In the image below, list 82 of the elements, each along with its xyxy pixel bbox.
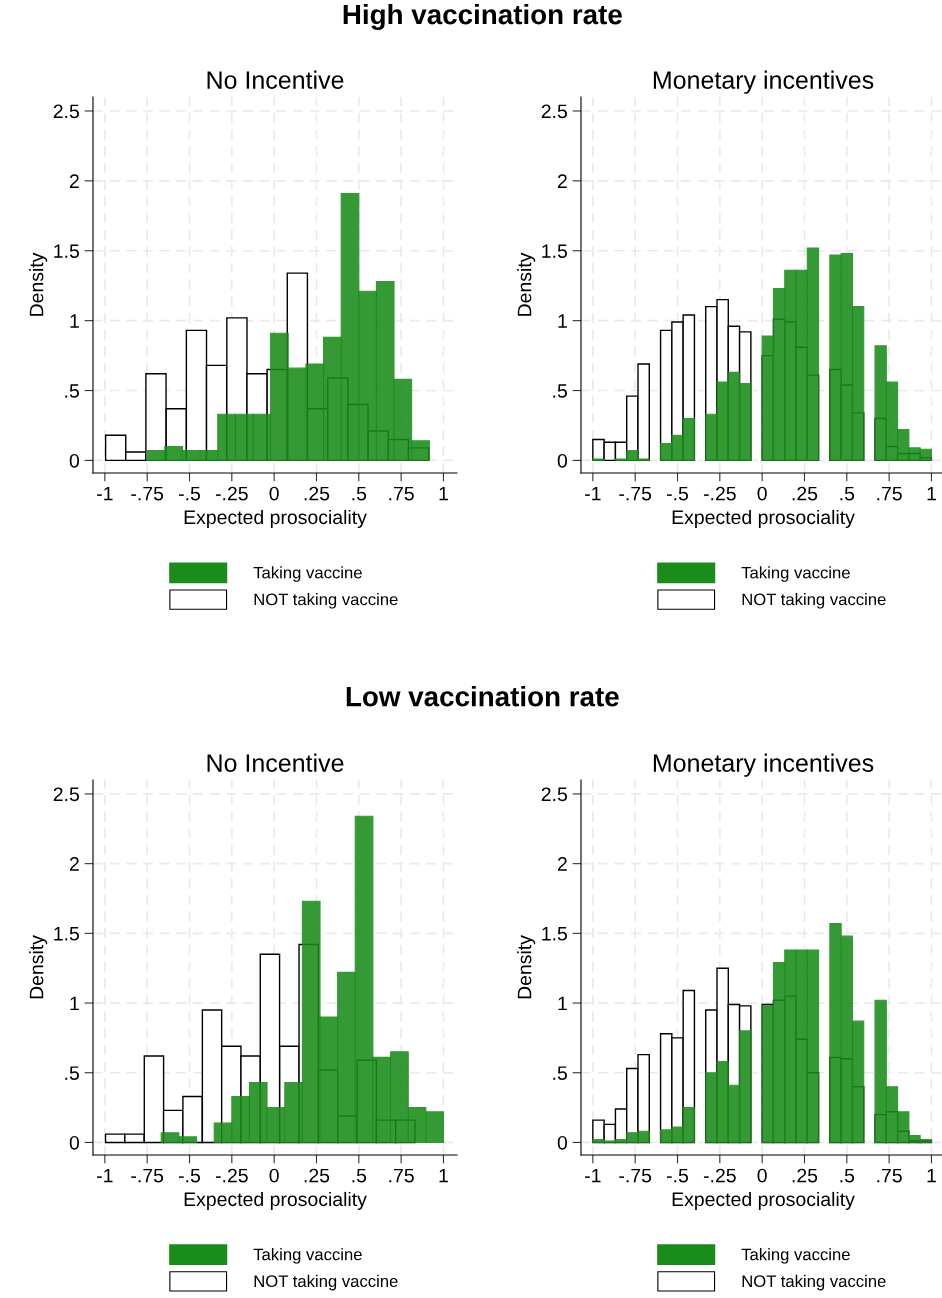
y-tick-label: 0	[557, 1135, 568, 1150]
chart-title: No Incentive	[207, 753, 344, 772]
y-tick-label: 2.5	[541, 787, 567, 802]
x-tick-label: -1	[585, 486, 601, 501]
y-tick-label: 1.5	[54, 927, 79, 941]
y-tick-label: 1	[558, 996, 567, 1011]
y-axis-title: Density	[517, 935, 536, 999]
y-tick-label: 1	[70, 996, 79, 1011]
x-tick-label: -.75	[131, 1168, 164, 1183]
y-tick-label: 0	[557, 453, 568, 468]
chart-title: Monetary incentives	[653, 70, 874, 94]
x-tick-label: -.25	[215, 486, 248, 501]
chart-title: No Incentive	[207, 70, 344, 89]
x-tick-label: -1	[97, 486, 113, 501]
y-tick-label: 0	[69, 1135, 80, 1150]
x-tick-label: .25	[304, 486, 330, 501]
y-tick-label: 2	[557, 857, 567, 871]
x-tick-label: 0	[269, 1168, 279, 1183]
x-tick-label: -.75	[619, 1168, 652, 1183]
x-tick-label: .25	[792, 486, 818, 501]
x-tick-label: 0	[269, 486, 279, 501]
text: Low vaccination rate	[346, 686, 619, 707]
y-tick-label: 1	[70, 314, 79, 328]
legend-label: NOT taking vaccine	[254, 593, 398, 609]
legend-label: Taking vaccine	[741, 566, 850, 582]
legend-label: Taking vaccine	[253, 566, 362, 582]
x-tick-label: 0	[757, 1168, 767, 1183]
x-tick-label: .5	[352, 486, 367, 501]
legend-label: NOT taking vaccine	[742, 593, 886, 609]
legend-label: NOT taking vaccine	[254, 1274, 398, 1291]
x-tick-label: .75	[389, 486, 414, 501]
x-tick-label: -.25	[703, 1168, 736, 1183]
y-tick-label: 0	[69, 453, 80, 468]
y-tick-label: .5	[65, 384, 79, 398]
y-tick-label: 2.5	[53, 104, 79, 119]
y-tick-label: 1	[558, 314, 567, 328]
x-axis-title: Expected prosociality	[672, 509, 855, 528]
y-axis-title: Density	[29, 935, 48, 999]
x-tick-label: .75	[877, 1168, 902, 1183]
y-tick-label: 1.5	[542, 927, 567, 941]
y-tick-label: .5	[65, 1066, 79, 1080]
y-tick-label: 1.5	[542, 244, 567, 258]
x-tick-label: .75	[389, 1168, 414, 1183]
y-axis-title: Density	[517, 252, 536, 316]
x-tick-label: -.5	[179, 1168, 201, 1183]
x-tick-label: -1	[97, 1168, 113, 1183]
y-tick-label: 2	[557, 174, 567, 188]
x-tick-label: -.75	[131, 486, 164, 501]
x-tick-label: -.25	[703, 486, 736, 501]
text: High vaccination rate	[343, 3, 622, 31]
y-axis-title: Density	[29, 252, 48, 316]
y-tick-label: 2	[69, 857, 79, 871]
x-tick-label: -.5	[667, 486, 689, 501]
x-tick-label: -.5	[179, 486, 201, 501]
legend-label: NOT taking vaccine	[742, 1274, 886, 1291]
legend-label: Taking vaccine	[741, 1248, 850, 1264]
x-axis-title: Expected prosociality	[184, 1191, 367, 1210]
y-tick-label: 2.5	[53, 787, 79, 802]
x-tick-label: 1	[439, 1168, 448, 1183]
x-tick-label: -.75	[619, 486, 652, 501]
x-tick-label: .75	[877, 486, 902, 501]
x-tick-label: 1	[439, 486, 448, 501]
y-tick-label: 2.5	[541, 104, 567, 119]
x-tick-label: 1	[927, 1168, 936, 1183]
x-axis-title: Expected prosociality	[184, 509, 367, 528]
y-tick-label: 2	[69, 174, 79, 188]
x-tick-label: .25	[304, 1168, 330, 1183]
y-tick-label: .5	[553, 384, 567, 398]
chart-title: Monetary incentives	[653, 753, 874, 777]
x-tick-label: -.25	[215, 1168, 248, 1183]
x-tick-label: -1	[585, 1168, 601, 1183]
legend-label: Taking vaccine	[253, 1248, 362, 1264]
x-axis-title: Expected prosociality	[672, 1191, 855, 1210]
x-tick-label: 0	[757, 486, 767, 501]
x-tick-label: .5	[840, 486, 855, 501]
x-tick-label: 1	[927, 486, 936, 501]
y-tick-label: 1.5	[54, 244, 79, 258]
y-tick-label: .5	[553, 1066, 567, 1080]
x-tick-label: .5	[352, 1168, 367, 1183]
x-tick-label: -.5	[667, 1168, 689, 1183]
x-tick-label: .25	[792, 1168, 818, 1183]
x-tick-label: .5	[840, 1168, 855, 1183]
